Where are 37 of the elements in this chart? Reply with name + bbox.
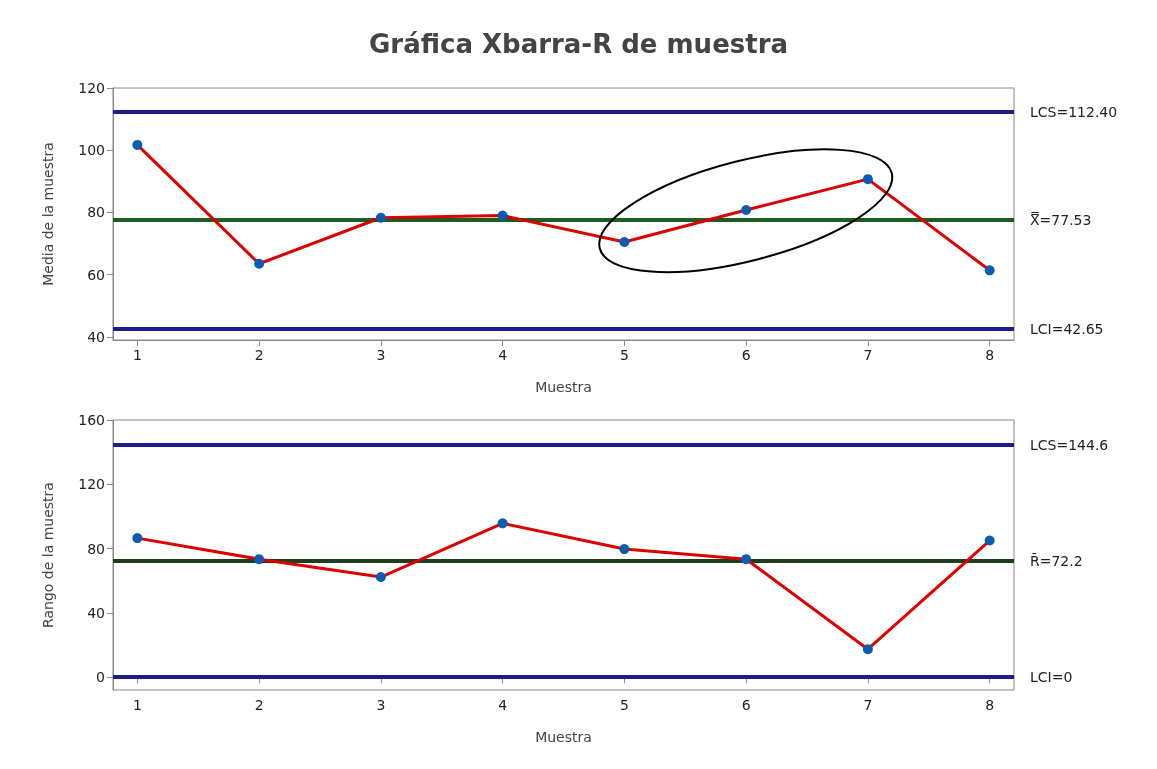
y-tick-label: 80: [87, 540, 105, 557]
x-tick-label: 6: [741, 697, 751, 713]
y-tick-label: 100: [78, 142, 105, 159]
ref-line-label: LCS=144.6: [1030, 436, 1109, 453]
x-tick-label: 4: [498, 347, 508, 363]
y-tick-label: 40: [87, 604, 105, 621]
x-tick-label: 8: [985, 697, 995, 713]
x-tick-label: 1: [132, 347, 142, 363]
x-axis-title: Muestra: [535, 379, 592, 395]
x-tick-label: 6: [741, 347, 751, 363]
x-tick-label: 7: [863, 697, 873, 713]
y-tick-label: 60: [87, 266, 105, 283]
ref-line-label: LCI=42.65: [1030, 320, 1104, 337]
y-axis-title: Rango de la muestra: [40, 482, 56, 628]
ref-line-label: LCS=112.40: [1030, 103, 1118, 120]
x-tick-label: 7: [863, 347, 873, 363]
y-tick-label: 0: [96, 669, 105, 686]
x-tick-label: 3: [376, 697, 386, 713]
x-tick-label: 5: [619, 347, 629, 363]
x-tick-label: 2: [254, 347, 264, 363]
ref-line-label: LCI=0: [1030, 669, 1073, 686]
x-tick-label: 4: [498, 697, 508, 713]
x-tick-label: 1: [132, 697, 142, 713]
x-tick-label: 8: [985, 347, 995, 363]
y-tick-label: 80: [87, 204, 105, 221]
y-tick-label: 120: [78, 476, 105, 493]
y-tick-label: 40: [87, 328, 105, 345]
x-tick-label: 3: [376, 347, 386, 363]
ref-line-label: R̄=72.2: [1030, 552, 1083, 570]
y-tick-label: 120: [78, 80, 105, 96]
chart-title: Gráfica Xbarra-R de muestra: [368, 29, 789, 59]
ref-line-label: X̿=77.53: [1030, 211, 1092, 229]
x-tick-label: 2: [254, 697, 264, 713]
y-tick-label: 160: [78, 412, 105, 428]
x-tick-label: 5: [619, 697, 629, 713]
x-axis-title: Muestra: [535, 729, 592, 745]
y-axis-title: Media de la muestra: [40, 142, 56, 286]
